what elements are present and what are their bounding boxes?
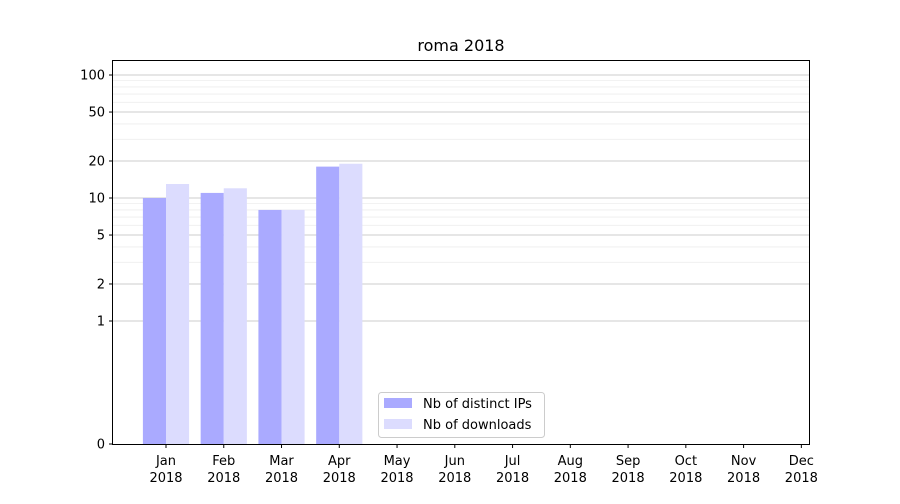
legend-label-distinct-ips: Nb of distinct IPs	[423, 397, 532, 412]
bar	[200, 192, 224, 444]
y-tick-label: 50	[88, 106, 105, 121]
x-tick-label-year: 2018	[438, 471, 471, 486]
y-tick-label: 20	[88, 154, 105, 169]
y-tick-label: 2	[97, 277, 105, 292]
y-tick-label: 100	[80, 69, 105, 84]
x-tick-label-month: Feb	[212, 454, 235, 469]
x-tick-label-month: Oct	[675, 454, 697, 469]
x-tick-label-year: 2018	[207, 471, 240, 486]
x-tick-label-month: Jul	[504, 454, 521, 469]
bar	[142, 198, 166, 444]
y-tick-label: 1	[97, 315, 105, 330]
legend-frame	[378, 392, 545, 438]
x-tick-label-month: Apr	[328, 454, 351, 469]
bar	[223, 188, 247, 444]
x-tick-label-year: 2018	[265, 471, 298, 486]
x-tick-label-month: Nov	[731, 454, 757, 469]
x-tick-label-month: Mar	[269, 454, 294, 469]
bars	[142, 163, 363, 444]
y-axis: 0 1 2 5 10 20 50 100	[80, 69, 113, 453]
bar	[166, 183, 190, 444]
plot-frame	[112, 60, 810, 445]
x-tick-label-year: 2018	[554, 471, 587, 486]
x-tick-label-year: 2018	[669, 471, 702, 486]
bar	[281, 209, 305, 444]
x-tick-label-year: 2018	[612, 471, 645, 486]
x-tick-label-year: 2018	[323, 471, 356, 486]
legend-swatch-downloads	[384, 419, 412, 429]
bar	[316, 166, 340, 444]
x-tick-label-month: May	[384, 454, 411, 469]
x-tick-label-year: 2018	[149, 471, 182, 486]
bar	[339, 163, 363, 444]
x-tick-label-month: Jun	[444, 454, 465, 469]
x-tick-label-year: 2018	[496, 471, 529, 486]
legend-swatch-distinct-ips	[384, 398, 412, 408]
x-tick-label-month: Sep	[616, 454, 641, 469]
x-tick-label-month: Dec	[789, 454, 814, 469]
bar	[258, 209, 282, 444]
legend-label-downloads: Nb of downloads	[423, 418, 532, 433]
x-axis: Jan 2018 Feb 2018 Mar 2018 Apr 2018 May 2018 Jun 20…	[149, 444, 818, 486]
x-tick-label-month: Jan	[155, 454, 176, 469]
x-tick-label-month: Aug	[558, 454, 583, 469]
y-tick-label: 5	[97, 229, 105, 244]
legend: Nb of distinct IPs Nb of downloads	[378, 392, 545, 438]
y-tick-label: 10	[88, 192, 105, 207]
x-tick-label-year: 2018	[380, 471, 413, 486]
y-tick-label: 0	[97, 438, 105, 453]
chart-title: roma 2018	[417, 36, 504, 55]
x-tick-label-year: 2018	[727, 471, 760, 486]
x-tick-label-year: 2018	[785, 471, 818, 486]
